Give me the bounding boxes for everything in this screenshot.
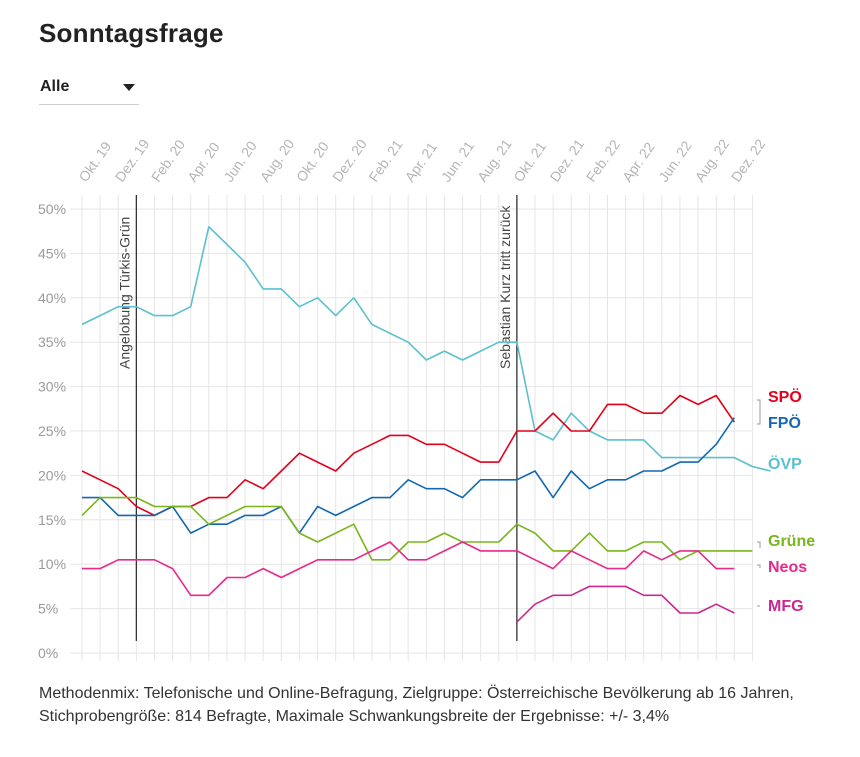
series-line-neos (82, 541, 735, 597)
legend-label-mfg: MFG (768, 598, 804, 615)
x-tick-label: Aug. 21 (474, 136, 515, 185)
methodology-footnote: Methodenmix: Telefonische und Online-Bef… (39, 685, 794, 725)
x-tick-label: Feb. 20 (148, 136, 188, 184)
legend-label-spö: SPÖ (768, 387, 802, 406)
x-tick-label: Aug. 20 (257, 136, 298, 185)
x-tick-label: Dez. 21 (546, 136, 587, 185)
series-line-grüne (81, 496, 753, 561)
legend-label-övp: ÖVP (768, 454, 802, 473)
x-tick-label: Dez. 20 (329, 136, 370, 185)
caret-down-icon (123, 84, 135, 91)
y-tick-label: 15% (38, 512, 66, 528)
x-tick-label: Okt. 20 (293, 138, 332, 184)
legend-label-neos: Neos (768, 559, 807, 576)
y-tick-label: 25% (38, 423, 66, 439)
x-tick-label: Feb. 22 (583, 136, 623, 184)
x-tick-label: Okt. 19 (75, 138, 114, 184)
x-tick-label: Apr. 20 (184, 139, 223, 185)
y-tick-label: 5% (38, 601, 58, 617)
line-chart: 0%5%10%15%20%25%30%35%40%45%50%Okt. 19De… (38, 136, 815, 661)
y-tick-label: 20% (38, 467, 66, 483)
legend-label-fpö: FPÖ (768, 413, 801, 432)
y-tick-label: 10% (38, 556, 66, 572)
y-tick-label: 35% (38, 334, 66, 350)
series-line-mfg (516, 585, 735, 623)
filter-dropdown[interactable]: Alle (39, 74, 139, 105)
y-tick-label: 40% (38, 290, 66, 306)
grid-lines (70, 195, 753, 661)
x-tick-label: Apr. 22 (619, 139, 658, 185)
x-tick-label: Dez. 19 (112, 136, 153, 185)
x-tick-label: Feb. 21 (365, 136, 405, 184)
x-tick-label: Apr. 21 (402, 139, 441, 185)
y-tick-label: 0% (38, 645, 58, 661)
series-line-övp (81, 226, 771, 472)
legend-bracket (757, 399, 761, 425)
x-tick-label: Aug. 22 (691, 136, 732, 185)
event-marker-label: Angelobung Türkis-Grün (116, 217, 132, 369)
y-tick-label: 50% (38, 201, 66, 217)
legend-connector (757, 541, 761, 607)
series-line-fpö (82, 417, 735, 534)
x-tick-label: Jun. 20 (220, 138, 260, 185)
event-marker-label: Sebastian Kurz tritt zurück (497, 205, 513, 369)
x-tick-label: Dez. 22 (728, 136, 769, 185)
x-tick-label: Jun. 21 (438, 138, 478, 185)
x-tick-label: Jun. 22 (655, 138, 695, 185)
filter-selected-value: Alle (40, 78, 70, 95)
legend-label-grüne: Grüne (768, 533, 815, 550)
y-tick-label: 45% (38, 245, 66, 261)
y-tick-label: 30% (38, 379, 66, 395)
page-title: Sonntagsfrage (39, 18, 224, 48)
x-tick-label: Okt. 21 (510, 138, 549, 184)
